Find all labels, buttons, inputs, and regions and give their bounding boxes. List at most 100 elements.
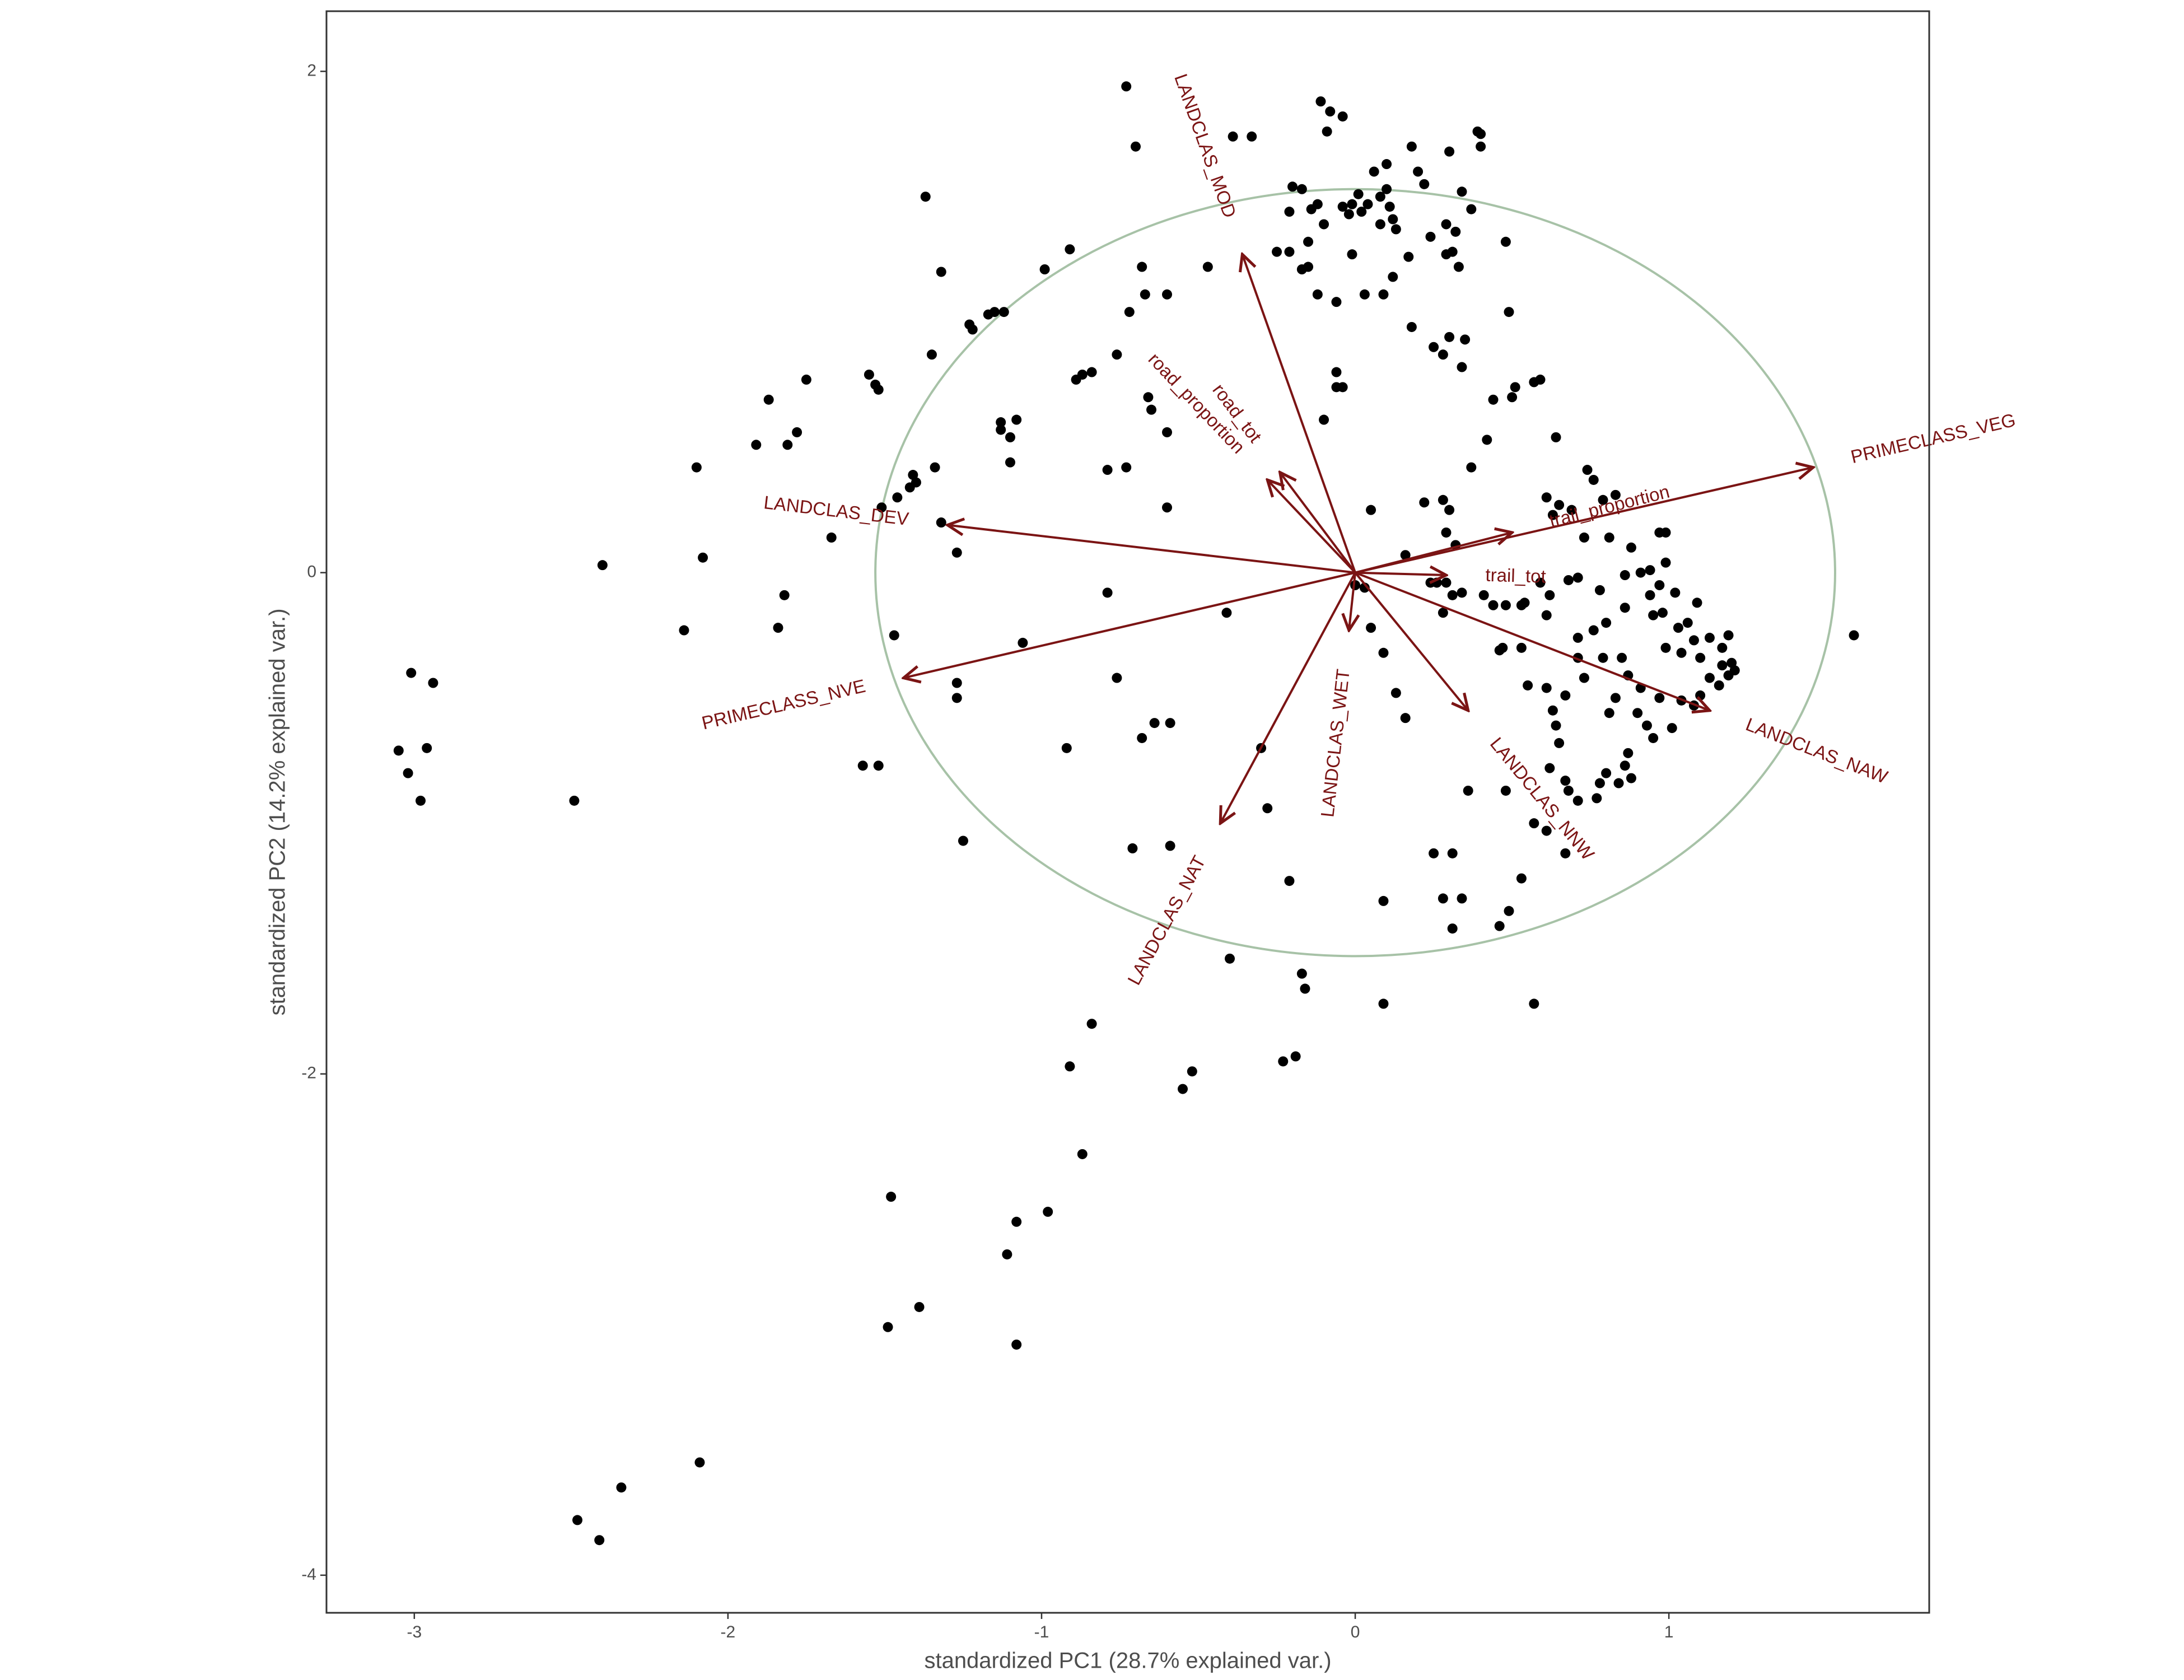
point xyxy=(1598,494,1608,505)
point xyxy=(1366,505,1376,515)
x-tick-label: 1 xyxy=(1664,1623,1674,1641)
point xyxy=(1378,647,1389,658)
point xyxy=(1648,732,1659,743)
point xyxy=(996,417,1006,428)
point xyxy=(1660,557,1671,568)
point xyxy=(951,678,962,688)
point xyxy=(1011,1340,1022,1350)
point xyxy=(1560,776,1571,786)
point xyxy=(1601,768,1612,778)
point xyxy=(1303,262,1314,272)
point xyxy=(1065,244,1075,255)
point xyxy=(1579,532,1589,543)
point xyxy=(1723,670,1734,681)
point xyxy=(1378,895,1389,906)
y-tick-label: -2 xyxy=(301,1064,316,1082)
point xyxy=(889,630,899,641)
point xyxy=(1359,289,1370,300)
point xyxy=(1300,983,1310,994)
point xyxy=(1296,184,1307,194)
point xyxy=(1682,618,1693,628)
point xyxy=(1319,219,1329,230)
point xyxy=(1143,392,1154,403)
point xyxy=(1660,527,1671,538)
point xyxy=(1441,219,1452,230)
point xyxy=(694,1457,705,1468)
point xyxy=(1529,818,1539,829)
point xyxy=(996,424,1006,435)
point xyxy=(1692,598,1702,608)
point xyxy=(1626,773,1636,783)
point xyxy=(1319,414,1329,425)
point xyxy=(1065,1061,1075,1072)
point xyxy=(416,795,426,806)
point xyxy=(1005,457,1015,468)
point xyxy=(1723,630,1734,641)
point xyxy=(1429,848,1439,858)
point xyxy=(1284,876,1295,886)
point xyxy=(406,668,417,678)
point xyxy=(1654,580,1665,590)
point xyxy=(1325,106,1336,117)
point xyxy=(1086,367,1097,377)
point xyxy=(1315,96,1326,107)
point xyxy=(998,307,1009,318)
point xyxy=(1447,848,1458,858)
point xyxy=(1535,374,1546,385)
point xyxy=(691,462,702,473)
loading-arrow xyxy=(1349,572,1355,631)
point xyxy=(1337,382,1348,393)
point xyxy=(1441,527,1452,538)
point xyxy=(1287,181,1298,192)
point xyxy=(698,552,708,563)
point xyxy=(1039,264,1050,275)
point xyxy=(1610,693,1621,703)
point xyxy=(1547,510,1558,520)
point xyxy=(1497,642,1508,653)
point xyxy=(1447,590,1458,600)
point xyxy=(572,1515,583,1525)
point xyxy=(1554,738,1565,748)
point xyxy=(1457,362,1467,372)
y-tick-label: 0 xyxy=(307,562,316,581)
y-tick-label: -4 xyxy=(301,1565,316,1584)
point xyxy=(1146,404,1157,415)
loading-arrow xyxy=(1242,254,1356,573)
loading-arrow xyxy=(1267,480,1356,573)
point xyxy=(1717,642,1728,653)
x-tick-label: 0 xyxy=(1351,1623,1360,1641)
point xyxy=(1604,532,1614,543)
point xyxy=(1296,968,1307,979)
point xyxy=(1162,502,1173,513)
point xyxy=(1419,497,1430,508)
point xyxy=(1378,289,1389,300)
point xyxy=(1375,192,1385,202)
point xyxy=(1061,743,1072,753)
point xyxy=(594,1535,605,1546)
point xyxy=(1425,231,1436,242)
loading-arrow xyxy=(1355,468,1813,574)
point xyxy=(1331,367,1342,377)
point xyxy=(1011,414,1022,425)
point xyxy=(1112,349,1122,360)
point xyxy=(926,349,937,360)
point xyxy=(1225,953,1235,964)
point xyxy=(1162,427,1173,437)
point xyxy=(967,324,978,335)
point xyxy=(1626,542,1636,553)
point xyxy=(1673,623,1683,633)
loading-arrow xyxy=(1355,571,1710,711)
point xyxy=(403,768,413,778)
point xyxy=(1688,635,1699,646)
point xyxy=(1178,1084,1188,1094)
point xyxy=(1444,332,1455,342)
point xyxy=(616,1482,627,1493)
point xyxy=(864,369,874,380)
point xyxy=(1382,159,1392,170)
point xyxy=(801,374,811,385)
point xyxy=(1388,272,1398,282)
point xyxy=(1356,207,1367,217)
point xyxy=(1635,567,1646,578)
y-tick-label: 2 xyxy=(307,61,316,80)
